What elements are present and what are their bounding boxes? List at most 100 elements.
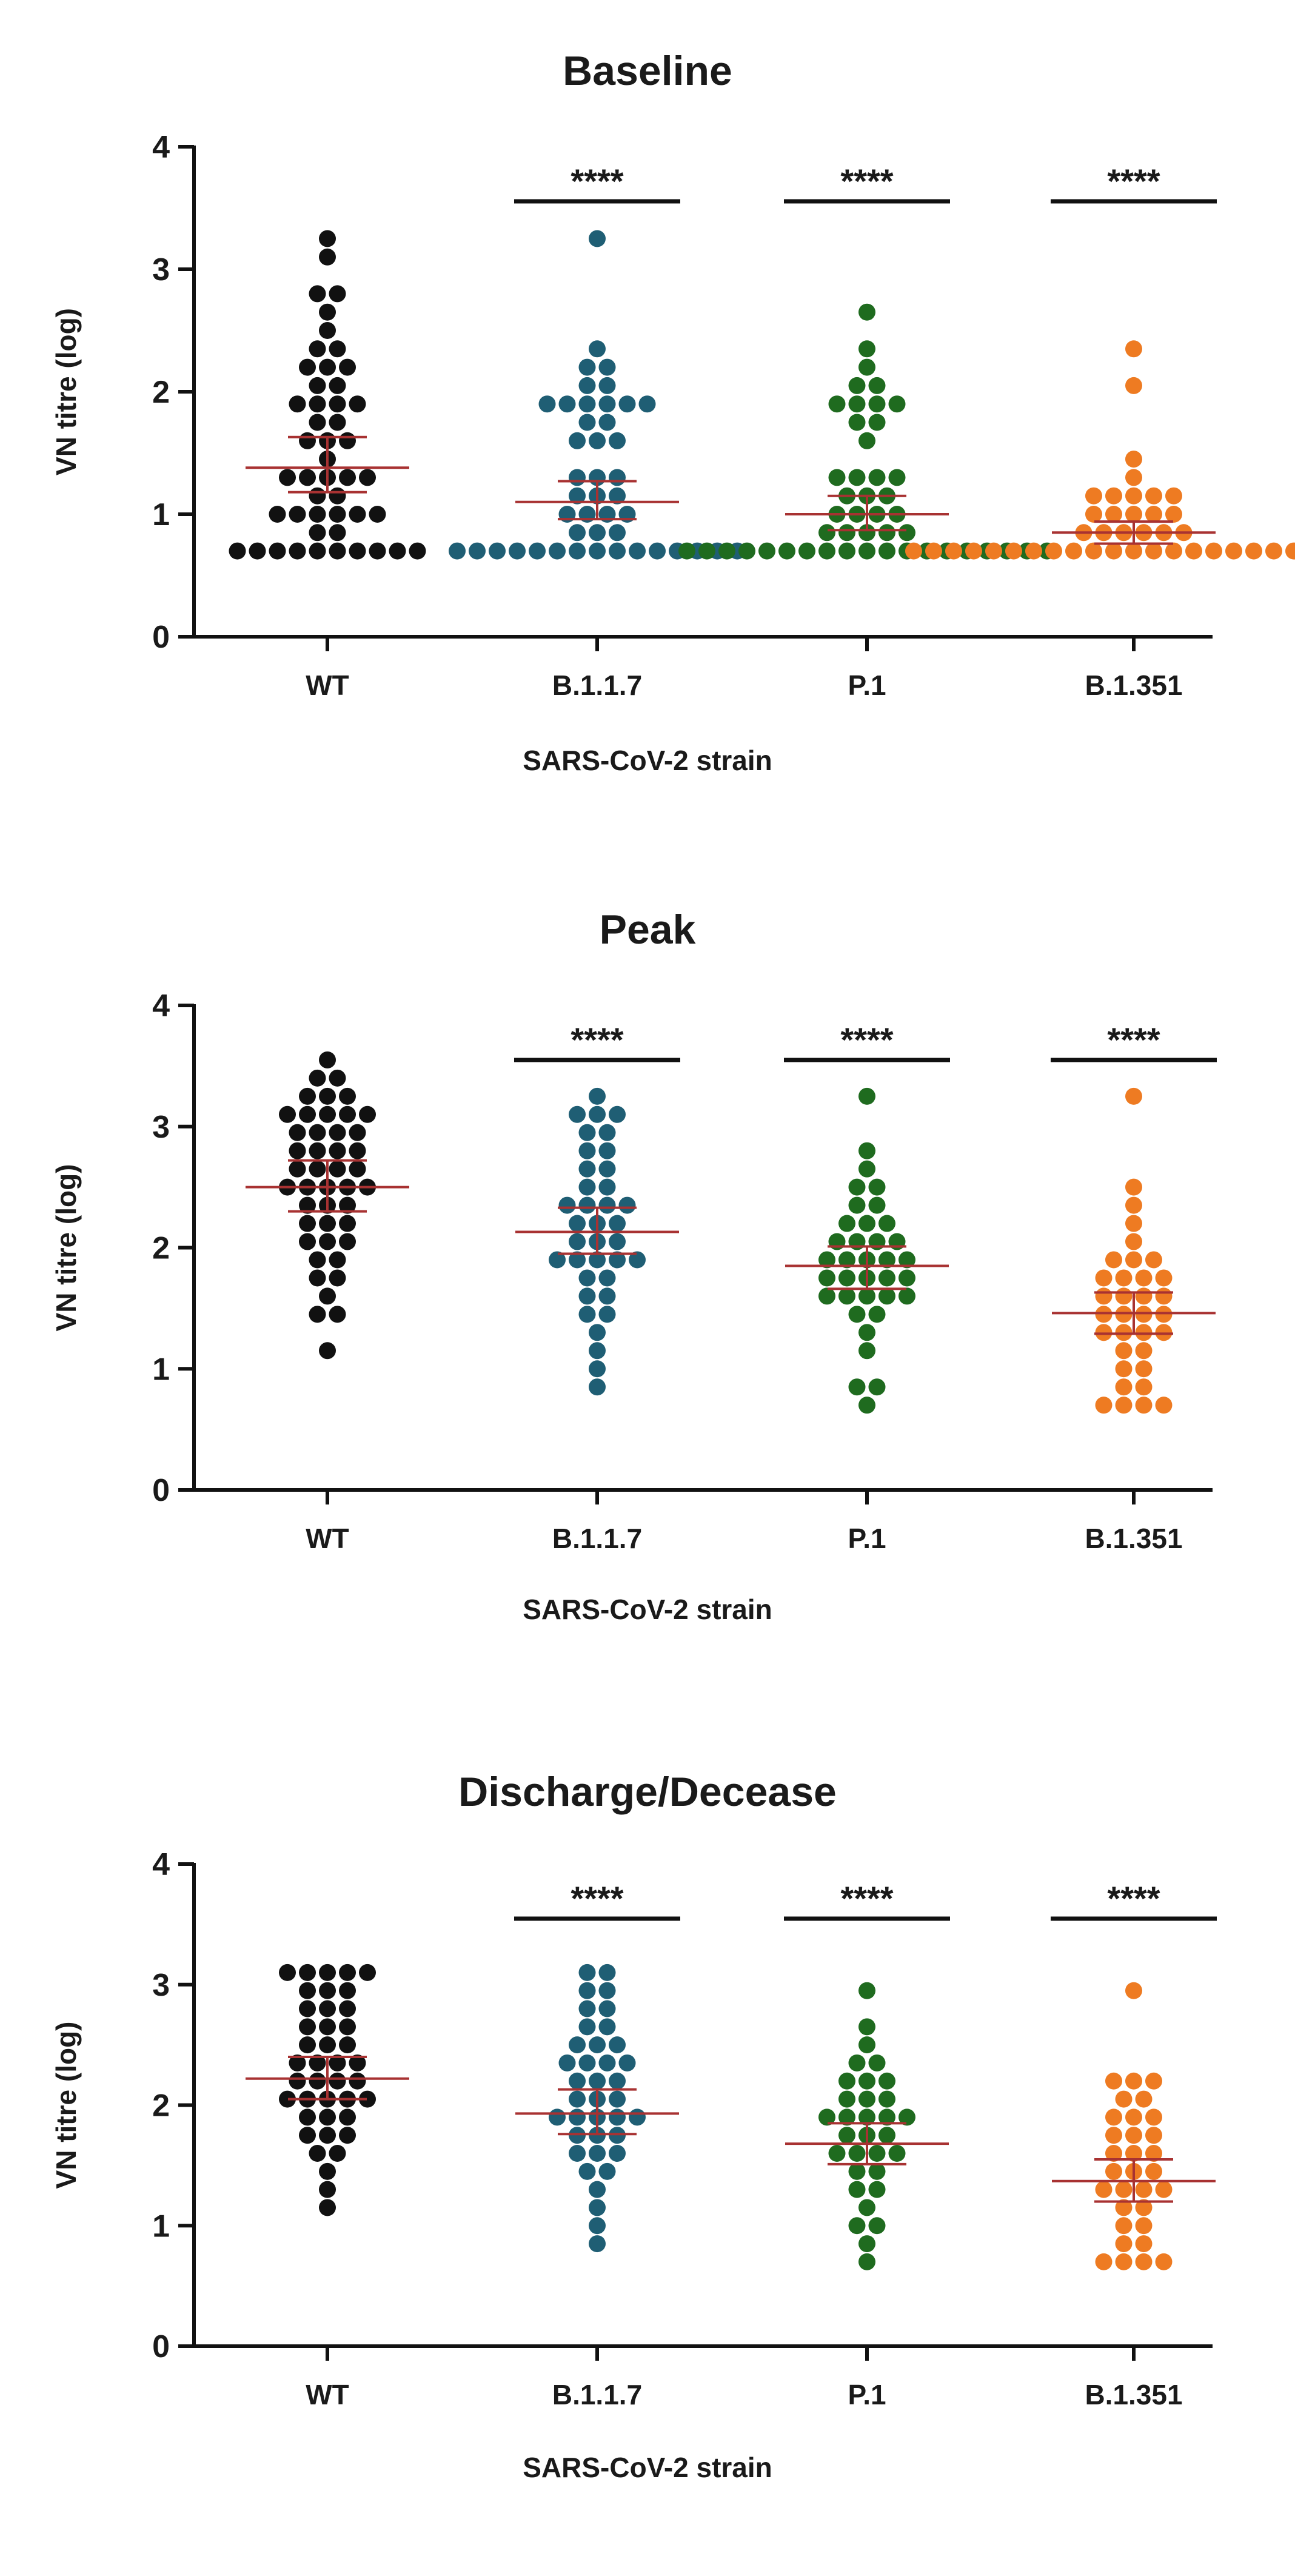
data-point — [609, 2108, 626, 2126]
data-point — [1125, 2108, 1142, 2126]
data-point — [279, 469, 296, 486]
y-tick-label: 4 — [152, 1847, 170, 1882]
data-point — [838, 2090, 855, 2108]
data-point — [299, 2127, 316, 2144]
y-tick-label: 3 — [152, 1110, 170, 1145]
data-point — [1095, 1269, 1113, 1287]
data-point — [718, 542, 735, 560]
data-point — [1135, 2253, 1153, 2270]
data-point — [878, 2072, 895, 2090]
data-point — [589, 2235, 606, 2253]
data-point — [1115, 1287, 1133, 1305]
data-point — [279, 1105, 296, 1123]
data-point — [598, 2000, 616, 2018]
data-point — [1225, 542, 1242, 560]
y-tick-label: 0 — [152, 2329, 170, 2364]
data-point — [578, 1269, 596, 1287]
data-point — [858, 303, 875, 321]
data-point — [558, 2054, 576, 2071]
data-point — [888, 395, 906, 413]
data-point — [569, 432, 586, 449]
y-tick-label: 0 — [152, 1473, 170, 1508]
data-point — [1085, 506, 1102, 523]
data-point — [1085, 542, 1102, 560]
data-point — [319, 1215, 336, 1232]
data-point — [598, 1196, 616, 1214]
data-point — [299, 1087, 316, 1105]
data-point — [578, 2162, 596, 2180]
data-point — [309, 1251, 326, 1269]
data-point — [309, 2054, 326, 2071]
y-tick-label: 4 — [152, 130, 170, 165]
data-point — [578, 1124, 596, 1141]
data-point — [609, 432, 626, 449]
data-point — [349, 1124, 366, 1141]
data-point — [868, 2054, 886, 2071]
data-point — [279, 2090, 296, 2108]
data-point — [1135, 2181, 1153, 2198]
data-point — [289, 2054, 306, 2071]
data-point — [349, 1160, 366, 1178]
x-tick-label: P.1 — [848, 1523, 886, 1554]
data-point — [818, 1287, 835, 1305]
data-point — [868, 2181, 886, 2198]
data-point — [1095, 2253, 1113, 2270]
significance-label: **** — [1107, 1021, 1160, 1059]
data-point — [319, 2199, 336, 2216]
x-tick-label: B.1.1.7 — [552, 2379, 642, 2410]
data-point — [1135, 1287, 1153, 1305]
data-point — [858, 524, 875, 542]
data-point — [848, 395, 866, 413]
significance-label: **** — [571, 1879, 623, 1917]
data-point — [329, 1124, 346, 1141]
data-point — [1145, 2072, 1162, 2090]
data-point — [598, 414, 616, 431]
data-point — [349, 506, 366, 523]
data-point — [299, 1982, 316, 1999]
data-point — [609, 2036, 626, 2054]
data-point — [618, 1196, 636, 1214]
data-point — [589, 2072, 606, 2090]
data-point — [1125, 506, 1142, 523]
y-axis-label: VN titre (log) — [50, 2022, 82, 2189]
data-point — [569, 2036, 586, 2054]
data-point — [309, 487, 326, 505]
data-point — [578, 1178, 596, 1196]
significance-label: **** — [840, 1879, 893, 1917]
data-point — [1125, 1251, 1142, 1269]
data-point — [598, 358, 616, 376]
data-point — [848, 1178, 866, 1196]
data-point — [798, 542, 815, 560]
data-point — [1155, 1397, 1173, 1414]
data-point — [329, 1306, 346, 1323]
data-point — [848, 469, 866, 486]
data-point — [828, 395, 846, 413]
data-point — [279, 1964, 296, 1981]
data-point — [309, 2072, 326, 2090]
data-point — [618, 2054, 636, 2071]
data-point — [1205, 542, 1222, 560]
data-point — [329, 1160, 346, 1178]
data-point — [589, 1105, 606, 1123]
y-tick-label: 2 — [152, 375, 170, 410]
data-point — [1165, 542, 1182, 560]
data-point — [309, 2145, 326, 2162]
data-point — [329, 506, 346, 523]
data-point — [858, 1324, 875, 1341]
data-point — [1095, 2181, 1113, 2198]
data-point — [638, 395, 656, 413]
data-point — [549, 2108, 566, 2126]
data-point — [1125, 1178, 1142, 1196]
data-point — [529, 542, 546, 560]
data-point — [578, 1287, 596, 1305]
data-point — [578, 1306, 596, 1323]
data-point — [609, 2145, 626, 2162]
data-point — [309, 1160, 326, 1178]
y-tick-label: 3 — [152, 1968, 170, 2003]
data-point — [888, 469, 906, 486]
data-point — [1135, 1378, 1153, 1396]
data-point — [609, 487, 626, 505]
data-point — [289, 1160, 306, 1178]
data-point — [339, 432, 356, 449]
